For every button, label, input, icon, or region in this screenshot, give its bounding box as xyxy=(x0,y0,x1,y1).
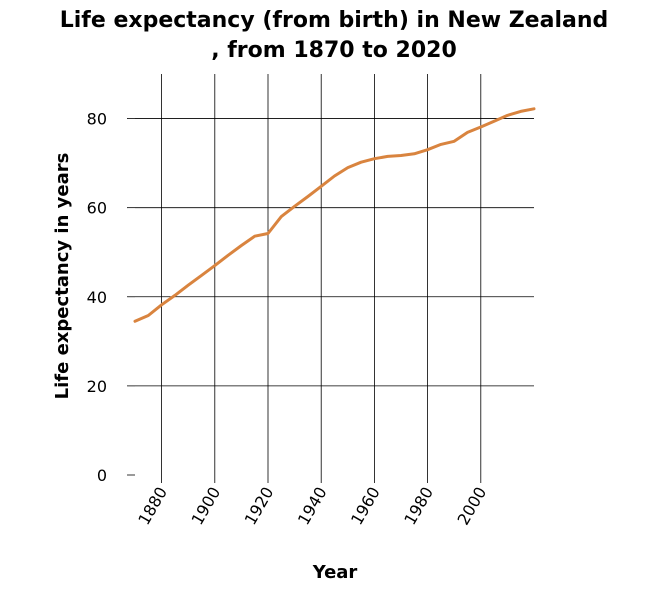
chart-title-line-2: , from 1870 to 2020 xyxy=(211,38,457,63)
x-tick-label-1940: 1940 xyxy=(294,484,331,529)
chart-title-line-1: Life expectancy (from birth) in New Zeal… xyxy=(59,8,609,33)
x-tick-label-1980: 1980 xyxy=(400,484,437,529)
x-tick-label-2000: 2000 xyxy=(453,484,490,529)
x-tick-label-1880: 1880 xyxy=(134,484,171,529)
chart-title: Life expectancy (from birth) in New Zeal… xyxy=(0,6,668,66)
y-axis-title: Life expectancy in years xyxy=(52,153,73,400)
series-line-0 xyxy=(133,107,536,323)
x-tick-label-1960: 1960 xyxy=(347,484,384,529)
y-tick-label-40: 40 xyxy=(87,288,107,307)
x-axis-title: Year xyxy=(312,562,358,583)
grid-lines xyxy=(127,74,534,483)
plot-area xyxy=(133,107,536,323)
y-axis-ticks: 0 20 40 60 80 xyxy=(87,110,107,485)
y-tick-label-0: 0 xyxy=(97,466,107,485)
y-tick-label-80: 80 xyxy=(87,110,107,129)
y-tick-label-60: 60 xyxy=(87,199,107,218)
y-tick-label-20: 20 xyxy=(87,377,107,396)
x-tick-label-1920: 1920 xyxy=(241,484,278,529)
x-axis-ticks: 1880 1900 1920 1940 1960 1980 2000 xyxy=(134,484,490,529)
x-tick-label-1900: 1900 xyxy=(187,484,224,529)
